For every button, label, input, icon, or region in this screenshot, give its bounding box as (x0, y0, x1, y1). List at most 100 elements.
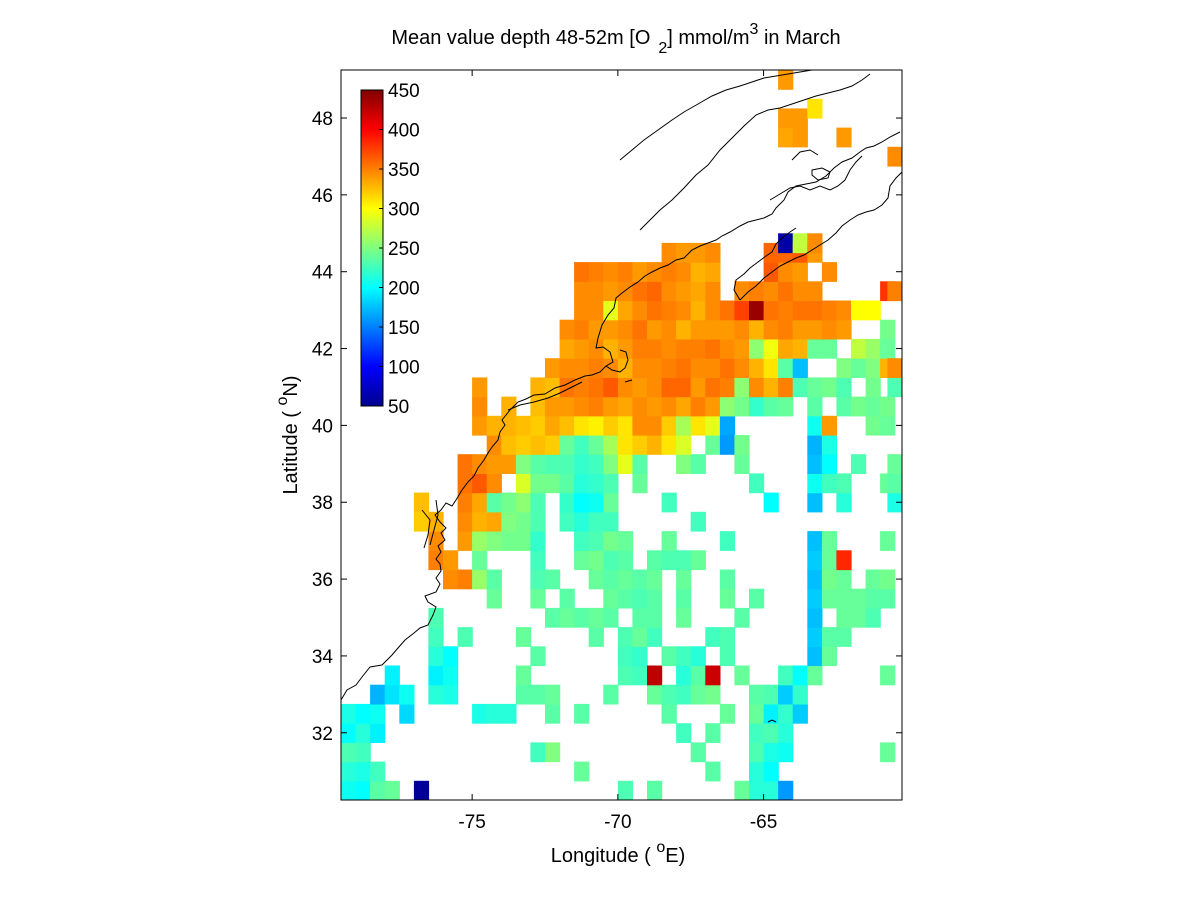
heatmap-cell (821, 531, 838, 551)
heatmap-cell (588, 435, 604, 455)
heatmap-cell (603, 262, 619, 282)
heatmap-cell (617, 569, 634, 590)
heatmap-cell (588, 300, 604, 321)
y-tick-label: 44 (312, 263, 334, 284)
heatmap-cell (821, 435, 838, 455)
heatmap-cell (821, 646, 838, 667)
heatmap-cell (559, 358, 575, 378)
heatmap-cell (821, 569, 838, 590)
heatmap-cell (588, 531, 604, 551)
heatmap-cell (545, 703, 561, 724)
heatmap-cell (457, 454, 473, 474)
heatmap-cell (617, 358, 634, 378)
heatmap-cell (880, 742, 896, 763)
heatmap-cell (399, 684, 415, 705)
heatmap-cell (719, 358, 736, 378)
heatmap-cell (472, 396, 488, 417)
heatmap-cell (603, 607, 619, 628)
y-axis-label: Latitude ( oN) (274, 376, 302, 495)
heatmap-cell (690, 242, 706, 263)
heatmap-cell (807, 415, 823, 436)
colorbar-tick-label: 100 (388, 358, 420, 379)
heatmap-cell (486, 473, 502, 494)
heatmap-cell (530, 415, 546, 436)
heatmap-cell (574, 473, 590, 494)
y-tick-label: 48 (312, 109, 333, 130)
heatmap-cell (690, 684, 706, 705)
heatmap-cell (661, 396, 677, 417)
heatmap-cell (486, 511, 502, 532)
heatmap-cell (472, 511, 488, 532)
heatmap-cell (443, 550, 459, 571)
heatmap-cell (501, 454, 517, 474)
heatmap-cell (574, 511, 590, 532)
heatmap-cell (647, 588, 663, 609)
colorbar: 50 100 150 200 250 300 350 400 450 (360, 81, 420, 418)
heatmap-cell (778, 300, 794, 321)
heatmap-cell (676, 281, 692, 302)
heatmap-cell (865, 377, 881, 398)
heatmap-cell (588, 262, 604, 282)
heatmap-cell (413, 780, 430, 800)
heatmap-cell (530, 550, 546, 571)
x-tick-label: -65 (750, 812, 777, 833)
heatmap-cell (559, 435, 575, 455)
heatmap-cell (559, 454, 575, 474)
heatmap-cell (603, 281, 619, 302)
heatmap-cell (647, 262, 663, 282)
heatmap-cell (647, 358, 663, 378)
heatmap-cell (676, 415, 692, 436)
heatmap-cell (807, 588, 823, 609)
heatmap-cell (807, 569, 823, 590)
heatmap-cell (661, 262, 677, 282)
heatmap-cell (734, 435, 750, 455)
heatmap-cell (530, 473, 546, 494)
heatmap-cell (603, 550, 619, 571)
heatmap-cell (384, 780, 400, 800)
colorbar-tick-label: 400 (388, 121, 420, 142)
heatmap-cell (574, 435, 590, 455)
heatmap-cell (588, 607, 604, 628)
heatmap-cell (603, 454, 619, 474)
heatmap-cell (851, 358, 867, 378)
heatmap-cell (647, 684, 663, 705)
heatmap-cell (457, 511, 473, 532)
heatmap-cell (836, 319, 852, 340)
heatmap-cell (763, 703, 779, 724)
heatmap-cell (676, 377, 692, 398)
heatmap-cell (690, 281, 706, 302)
heatmap-cell (647, 435, 663, 455)
heatmap-cell (413, 511, 430, 532)
heatmap-cell (887, 281, 902, 302)
heatmap-cell (705, 377, 721, 398)
heatmap-cell (661, 550, 677, 571)
coastline-gulf (769, 149, 863, 201)
heatmap-cell (661, 435, 677, 455)
colorbar-tick-label: 300 (388, 200, 420, 221)
heatmap-cell (749, 684, 765, 705)
y-tick-label: 34 (312, 647, 334, 668)
heatmap-cell (734, 338, 750, 359)
heatmap-cell (545, 607, 561, 628)
heatmap-cell (486, 454, 502, 474)
heatmap-cell (472, 377, 488, 398)
heatmap-cell (501, 511, 517, 532)
heatmap-cell (501, 531, 517, 551)
heatmap-cell (676, 588, 692, 609)
heatmap-cell (384, 684, 400, 705)
heatmap-cell (749, 780, 765, 800)
heatmap-cell (530, 492, 546, 513)
heatmap-cell (705, 723, 721, 743)
heatmap-cell (574, 377, 590, 398)
heatmap-cell (617, 550, 634, 571)
heatmap-cell (501, 492, 517, 513)
heatmap-cell (472, 415, 488, 436)
heatmap-cell (501, 435, 517, 455)
heatmap-cell (836, 377, 852, 398)
x-axis-label: Longitude ( oE) (551, 839, 686, 867)
y-tick-label: 40 (312, 416, 333, 437)
heatmap-cell (807, 627, 823, 647)
heatmap-cell (705, 281, 721, 302)
heatmap-cell (676, 723, 692, 743)
heatmap-cell (821, 262, 838, 282)
